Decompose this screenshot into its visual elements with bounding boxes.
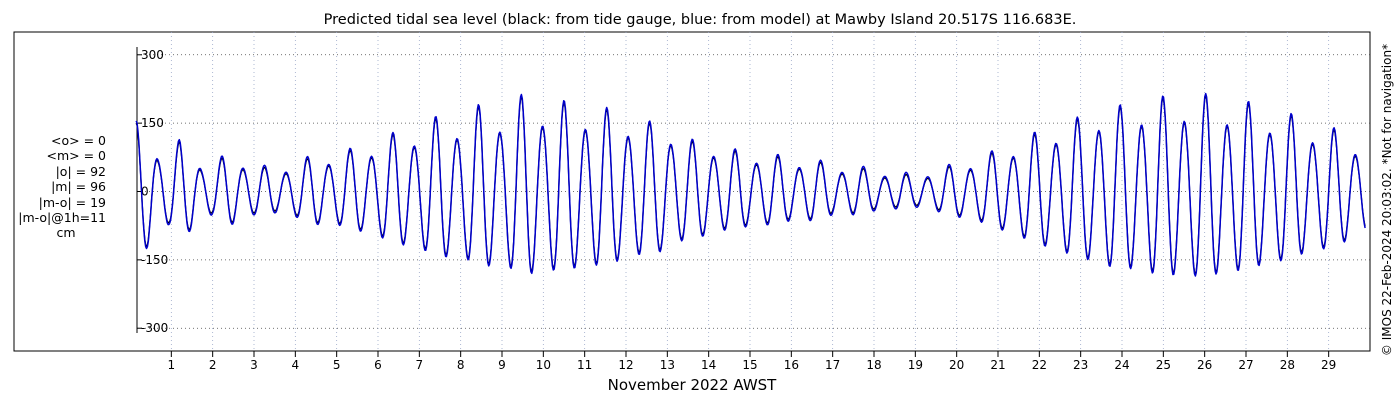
stat-abs-diff-1h: |m-o|@1h=11 [18, 210, 106, 226]
x-tick-label: 17 [825, 358, 840, 372]
x-tick-label: 1 [168, 358, 176, 372]
x-tick-label: 28 [1280, 358, 1295, 372]
stat-unit: cm [56, 225, 76, 241]
x-axis-label: November 2022 AWST [608, 376, 778, 394]
x-tick-label: 4 [292, 358, 300, 372]
stat-abs-model: |m| = 96 [51, 179, 106, 195]
y-tick-label: -150 [141, 253, 168, 267]
stat-abs-obs: |o| = 92 [55, 163, 106, 179]
x-tick-label: 26 [1197, 358, 1212, 372]
x-tick-label: 20 [949, 358, 964, 372]
x-tick-label: 5 [333, 358, 341, 372]
x-tick-label: 12 [618, 358, 633, 372]
x-tick-label: 25 [1156, 358, 1171, 372]
series-layer [135, 92, 1366, 277]
x-tick-label: 22 [1032, 358, 1047, 372]
x-tick-label: 18 [866, 358, 881, 372]
grid [137, 32, 1370, 351]
x-tick-label: 24 [1114, 358, 1129, 372]
x-tick-label: 16 [784, 358, 799, 372]
x-tick-label: 11 [577, 358, 592, 372]
x-tick-label: 8 [457, 358, 465, 372]
y-tick-label: 0 [141, 185, 149, 199]
x-tick-label: 13 [660, 358, 675, 372]
x-tick-label: 10 [536, 358, 551, 372]
x-tick-label: 3 [250, 358, 258, 372]
y-tick-label: 300 [141, 48, 164, 62]
stat-mean-model: <m> = 0 [46, 148, 107, 164]
x-tick-label: 21 [990, 358, 1005, 372]
copyright-note: © IMOS 22-Feb-2024 20:03:02. *Not for na… [1380, 43, 1394, 357]
x-tick-label: 2 [209, 358, 217, 372]
x-tick-label: 14 [701, 358, 716, 372]
y-tick-label: 150 [141, 116, 164, 130]
stats-panel: <o> = 0 <m> = 0 |o| = 92 |m| = 96 |m-o| … [14, 133, 106, 241]
x-tick-label: 29 [1321, 358, 1336, 372]
x-tick-label: 9 [498, 358, 506, 372]
series-line-model [135, 92, 1366, 277]
stat-abs-diff: |m-o| = 19 [38, 194, 106, 210]
x-tick-label: 7 [416, 358, 424, 372]
x-tick-label: 23 [1073, 358, 1088, 372]
x-tick-label: 15 [742, 358, 757, 372]
x-tick-label: 6 [374, 358, 382, 372]
chart-title: Predicted tidal sea level (black: from t… [324, 12, 1077, 28]
plot-area [13, 31, 1371, 352]
x-tick-label: 19 [908, 358, 923, 372]
stat-mean-obs: <o> = 0 [51, 133, 106, 148]
y-tick-label: -300 [141, 321, 168, 335]
x-tick-label: 27 [1238, 358, 1253, 372]
